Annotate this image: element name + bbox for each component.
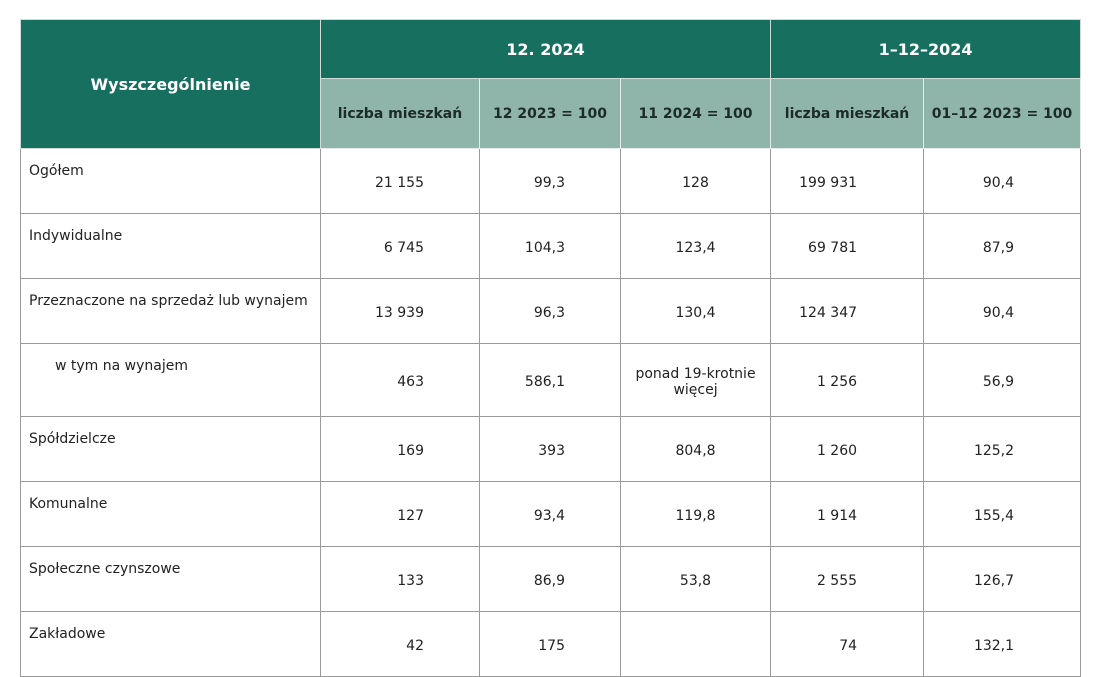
subheader-cell: 11 2024 = 100	[619, 78, 772, 149]
table-cell: 69 781	[770, 213, 925, 279]
table-cell: 119,8	[619, 481, 772, 547]
table-cell: 463	[320, 343, 480, 417]
table-cell: 99,3	[479, 148, 621, 214]
table-cell: 104,3	[479, 213, 621, 279]
table-cell: 130,4	[619, 278, 772, 344]
header-cell: Wyszczególnienie	[20, 19, 321, 149]
table-cell: 1 260	[770, 416, 925, 482]
table-cell: 2 555	[770, 546, 925, 612]
table-cell: 93,4	[479, 481, 621, 547]
table-cell: 169	[320, 416, 480, 482]
table-row: w tym na wynajem 463 586,1 ponad 19-krotnie…	[20, 343, 1082, 417]
table-cell: 132,1	[923, 611, 1082, 677]
table-row: Zakładowe 42 175 74 132,1	[20, 611, 1082, 677]
table-cell: 155,4	[923, 481, 1082, 547]
table-cell: 199 931	[770, 148, 925, 214]
table-cell: ponad 19-krotnie więcej	[619, 343, 772, 417]
table-body: Ogółem 21 155 99,3 128 199 931 90,4 Indywidual…	[20, 148, 1082, 677]
table-row: Komunalne 127 93,4 119,8 1 914 155,4	[20, 481, 1082, 547]
table-cell: 21 155	[320, 148, 480, 214]
table-row: Przeznaczone na sprzedaż lub wynajem 13 9…	[20, 278, 1082, 344]
row-label: Społeczne czynszowe	[20, 546, 321, 612]
header-cell: 12. 2024	[319, 19, 772, 79]
table-row: Społeczne czynszowe 133 86,9 53,8 2 555 126,7	[20, 546, 1082, 612]
table-cell: 175	[479, 611, 621, 677]
subheader-cell: liczba mieszkań	[320, 78, 480, 149]
table-cell: 96,3	[479, 278, 621, 344]
table-cell: 87,9	[923, 213, 1082, 279]
row-label: Spółdzielcze	[20, 416, 321, 482]
table-cell: 586,1	[479, 343, 621, 417]
subheader-cell: 12 2023 = 100	[479, 78, 621, 149]
subheader-cell: liczba mieszkań	[770, 78, 925, 149]
table-cell: 74	[770, 611, 925, 677]
table-row: Ogółem 21 155 99,3 128 199 931 90,4	[20, 148, 1082, 214]
table-cell: 6 745	[320, 213, 480, 279]
table-cell: 128	[619, 148, 772, 214]
table-cell: 393	[479, 416, 621, 482]
table-cell: 86,9	[479, 546, 621, 612]
table-cell: 90,4	[923, 278, 1082, 344]
table-cell: 126,7	[923, 546, 1082, 612]
page: Wyszczególnienie 12. 2024 1–12–2024 licz…	[20, 19, 1082, 677]
table-cell: 1 914	[770, 481, 925, 547]
table-cell: 804,8	[619, 416, 772, 482]
table-cell: 127	[320, 481, 480, 547]
table-cell: 53,8	[619, 546, 772, 612]
table-cell: 123,4	[619, 213, 772, 279]
row-label: w tym na wynajem	[20, 343, 321, 417]
header-cell: 1–12–2024	[770, 19, 1082, 79]
row-label: Przeznaczone na sprzedaż lub wynajem	[20, 278, 321, 344]
row-label: Ogółem	[20, 148, 321, 214]
table-cell: 1 256	[770, 343, 925, 417]
table-cell: 90,4	[923, 148, 1082, 214]
table-cell: 125,2	[923, 416, 1082, 482]
table-cell: 42	[320, 611, 480, 677]
row-label: Zakładowe	[20, 611, 321, 677]
table-cell: 56,9	[923, 343, 1082, 417]
subheader-cell: 01–12 2023 = 100	[923, 78, 1082, 149]
row-label: Komunalne	[20, 481, 321, 547]
table-row: Spółdzielcze 169 393 804,8 1 260 125,2	[20, 416, 1082, 482]
table-cell	[619, 611, 772, 677]
table-cell: 133	[320, 546, 480, 612]
table-row: Indywidualne 6 745 104,3 123,4 69 781 87,9	[20, 213, 1082, 279]
data-table: Wyszczególnienie 12. 2024 1–12–2024 licz…	[20, 19, 1082, 677]
row-label: Indywidualne	[20, 213, 321, 279]
table-cell: 13 939	[320, 278, 480, 344]
table-cell: 124 347	[770, 278, 925, 344]
